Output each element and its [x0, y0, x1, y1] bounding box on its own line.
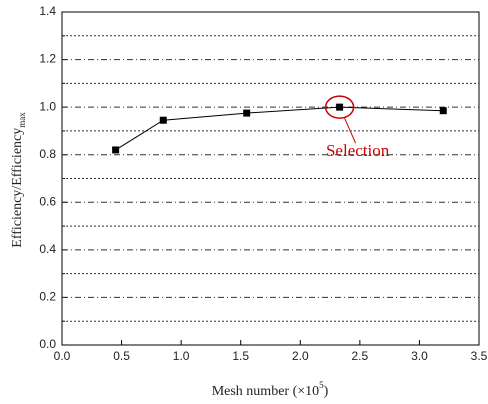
x-tick-label: 3.0: [411, 349, 428, 363]
y-tick-label: 1.0: [39, 99, 56, 113]
x-label-end: ): [324, 384, 329, 399]
series-line: [115, 106, 444, 151]
x-label-main: Mesh number (×10: [212, 384, 319, 399]
y-axis-label: Efficiency/Efficiencymax: [10, 112, 27, 248]
x-tick-label: 3.5: [471, 349, 488, 363]
y-tick-label: 0.0: [39, 337, 56, 351]
annotation-text: Selection: [326, 141, 390, 160]
x-axis-label: Mesh number (×105): [212, 380, 329, 399]
data-point: [439, 107, 447, 115]
y-tick-label: 1.2: [39, 52, 56, 66]
selection-circle: [324, 95, 355, 119]
y-label-main: Efficiency/Efficiency: [10, 128, 25, 248]
x-tick-label: 1.5: [232, 349, 249, 363]
y-tick-label: 1.4: [39, 4, 56, 18]
x-tick-label: 0.5: [113, 349, 130, 363]
y-label-sub: max: [17, 112, 27, 128]
y-tick-label: 0.8: [39, 147, 56, 161]
y-tick-label: 0.6: [39, 194, 56, 208]
y-tick-label: 0.4: [39, 242, 56, 256]
x-tick-label: 1.0: [173, 349, 190, 363]
data-point: [159, 116, 167, 124]
data-point: [112, 146, 120, 154]
annotation-pointer: [344, 117, 357, 144]
x-label-sup: 5: [319, 380, 324, 390]
y-tick-label: 0.2: [39, 290, 56, 304]
data-point: [243, 109, 251, 117]
x-tick-label: 2.5: [352, 349, 369, 363]
data-point: [336, 103, 344, 111]
x-tick-label: 0.0: [54, 349, 71, 363]
x-tick-label: 2.0: [292, 349, 309, 363]
